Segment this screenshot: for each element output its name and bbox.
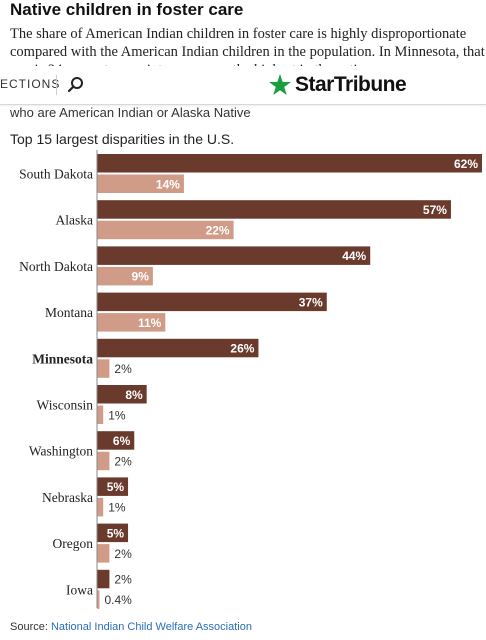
- category-label: Wisconsin: [37, 398, 94, 413]
- search-icon[interactable]: [66, 75, 86, 95]
- bar-population: [97, 405, 104, 424]
- source-label: Source:: [10, 621, 48, 633]
- data-label: 2%: [114, 573, 132, 587]
- data-label: 26%: [230, 342, 254, 356]
- data-label: 5%: [107, 526, 125, 540]
- data-label: 6%: [113, 434, 131, 448]
- category-label: Washington: [29, 444, 93, 459]
- nav-divider: [56, 75, 57, 95]
- logo-text: StarTribune: [295, 73, 407, 96]
- bar-population: [97, 544, 110, 563]
- data-label: 1%: [108, 501, 126, 515]
- category-label: Iowa: [66, 582, 93, 597]
- category-label: Alaska: [56, 213, 94, 228]
- data-label: 0.4%: [104, 593, 132, 607]
- star-icon: [269, 74, 291, 95]
- category-label: Montana: [45, 305, 93, 320]
- category-label: Minnesota: [32, 351, 93, 366]
- bar-foster-care: [97, 292, 327, 312]
- bar-chart: South Dakota 62% 14% Alaska 57% 22% North Dako…: [19, 150, 482, 609]
- bar-foster-care: [97, 569, 110, 589]
- bar-foster-care: [97, 477, 129, 496]
- bar-population: [97, 590, 100, 609]
- bar-population: [97, 313, 166, 332]
- category-label: South Dakota: [19, 167, 93, 182]
- chart-heading: Top 15 largest disparities in the U.S.: [10, 131, 235, 147]
- data-label: 14%: [156, 177, 180, 191]
- bar-foster-care: [97, 385, 147, 404]
- sections-menu-button[interactable]: ECTIONS: [0, 77, 61, 91]
- bar-population: [97, 220, 234, 240]
- data-label: 2%: [114, 362, 132, 376]
- category-label: Nebraska: [42, 490, 93, 505]
- page-title: Native children in foster care: [10, 0, 244, 19]
- data-label: 5%: [107, 480, 125, 494]
- data-label: 2%: [114, 454, 132, 468]
- bar-foster-care: [97, 246, 371, 265]
- bar-population: [97, 451, 110, 471]
- data-label: 1%: [108, 408, 126, 422]
- bar-foster-care: [97, 154, 482, 173]
- startribune-logo[interactable]: StarTribune: [268, 71, 407, 99]
- bar-foster-care: [97, 338, 259, 358]
- bar-foster-care: [97, 431, 135, 450]
- data-label: 2%: [114, 547, 132, 561]
- data-label: 8%: [125, 388, 143, 402]
- bar-foster-care: [97, 200, 451, 219]
- category-label: North Dakota: [19, 259, 93, 274]
- source-line: Source: National Indian Child Welfare As…: [10, 621, 252, 633]
- bar-population: [97, 266, 153, 286]
- data-label: 57%: [423, 203, 447, 217]
- data-label: 62%: [454, 157, 478, 171]
- legend-subtitle: who are American Indian or Alaska Native: [10, 105, 251, 120]
- data-label: 37%: [299, 295, 323, 309]
- category-label: Oregon: [53, 536, 94, 551]
- bar-population: [97, 359, 110, 378]
- data-label: 44%: [342, 249, 366, 263]
- bar-foster-care: [97, 523, 129, 543]
- data-label: 22%: [206, 223, 230, 237]
- data-label: 9%: [132, 270, 150, 284]
- bar-population: [97, 497, 104, 517]
- data-label: 11%: [138, 316, 162, 330]
- site-navbar: ECTIONS StarTribune: [0, 66, 486, 105]
- bar-population: [97, 174, 184, 193]
- source-link[interactable]: National Indian Child Welfare Associatio…: [50, 621, 252, 633]
